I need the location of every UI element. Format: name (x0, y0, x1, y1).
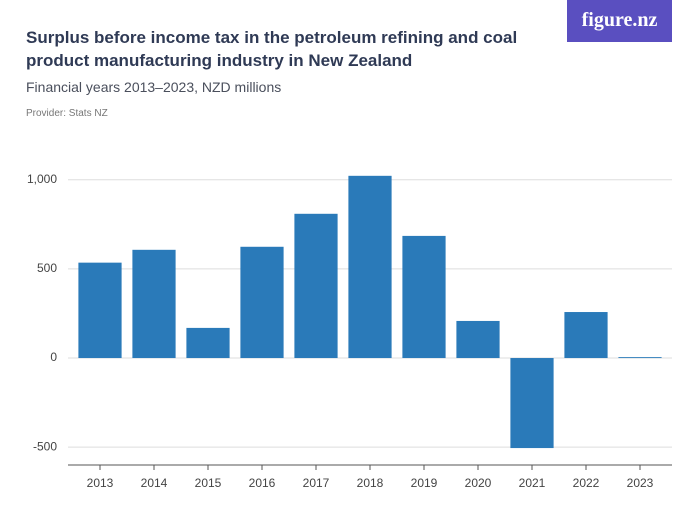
x-tick-label: 2017 (303, 476, 330, 490)
y-tick-label: 0 (50, 350, 57, 364)
x-tick-label: 2016 (249, 476, 276, 490)
logo[interactable]: figure.nz (567, 0, 672, 42)
bar (78, 262, 122, 359)
bar (348, 175, 392, 359)
chart-subtitle: Financial years 2013–2023, NZD millions (26, 79, 282, 95)
x-tick-label: 2015 (195, 476, 222, 490)
x-tick-label: 2021 (519, 476, 546, 490)
x-tick-label: 2020 (465, 476, 492, 490)
x-tick-label: 2013 (87, 476, 114, 490)
chart-caption: Provider: Stats NZ (26, 108, 108, 119)
bar (294, 213, 338, 359)
bar (402, 235, 446, 359)
x-tick-label: 2018 (357, 476, 384, 490)
bar (132, 249, 176, 359)
chart-title: Surplus before income tax in the petrole… (26, 28, 518, 70)
y-tick-label: -500 (33, 439, 57, 453)
y-tick-label: 500 (37, 261, 57, 275)
bar (456, 320, 500, 359)
bar (564, 312, 608, 359)
bar (240, 246, 284, 359)
bar (618, 357, 662, 359)
x-tick-label: 2014 (141, 476, 168, 490)
x-tick-label: 2019 (411, 476, 438, 490)
y-tick-label: 1,000 (27, 172, 57, 186)
x-tick-label: 2022 (573, 476, 600, 490)
x-tick-label: 2023 (627, 476, 654, 490)
bar (510, 358, 554, 449)
bar (186, 327, 230, 359)
